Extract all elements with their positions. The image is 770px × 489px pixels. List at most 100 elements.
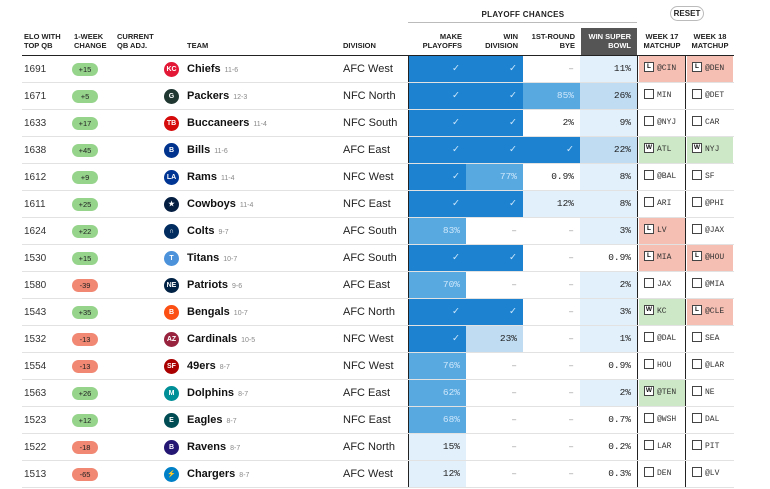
column-divider (685, 56, 686, 83)
matchup-checkbox[interactable] (644, 331, 654, 342)
row-rule (22, 379, 734, 380)
matchup-checkbox[interactable] (644, 115, 654, 126)
matchup-checkbox[interactable] (692, 196, 702, 207)
week17-matchup[interactable]: @WSH (639, 407, 685, 433)
matchup-checkbox[interactable]: L (692, 61, 702, 72)
rams-logo-icon: LA (164, 170, 179, 185)
column-divider (408, 434, 409, 461)
week18-matchup[interactable]: W NYJ (687, 137, 733, 163)
matchup-checkbox[interactable] (692, 331, 702, 342)
col-make-playoffs-header[interactable]: MAKE PLAYOFFS (422, 32, 462, 50)
week18-matchup[interactable]: CAR (687, 110, 733, 136)
matchup-opponent: HOU (657, 361, 672, 370)
col-bye-header[interactable]: 1ST-ROUND BYE (531, 32, 575, 50)
week18-matchup[interactable]: SF (687, 164, 733, 190)
week17-matchup[interactable]: L MIA (639, 245, 685, 271)
team-cell: Cowboys 11-4 (187, 191, 337, 218)
week17-matchup[interactable]: DEN (639, 461, 685, 487)
matchup-checkbox[interactable] (644, 358, 654, 369)
col-team-header[interactable]: TEAM (187, 41, 209, 50)
matchup-checkbox[interactable] (692, 466, 702, 477)
week17-matchup[interactable]: W KC (639, 299, 685, 325)
col-elo-header[interactable]: ELO WITH TOP QB (24, 32, 61, 50)
week17-matchup[interactable]: HOU (639, 353, 685, 379)
matchup-checkbox[interactable]: L (644, 61, 654, 72)
week17-matchup[interactable]: W ATL (639, 137, 685, 163)
week17-matchup[interactable]: LAR (639, 434, 685, 460)
win-division-cell: – (511, 225, 517, 236)
week18-matchup[interactable]: L @HOU (687, 245, 733, 271)
week18-matchup[interactable]: @LAR (687, 353, 733, 379)
matchup-checkbox[interactable] (692, 169, 702, 180)
division-value: AFC East (343, 144, 391, 156)
col-win-division-header[interactable]: WIN DIVISION (485, 32, 518, 50)
make-playoffs-cell: ✓ (409, 299, 466, 325)
matchup-checkbox[interactable] (692, 223, 702, 234)
week18-matchup[interactable]: @PHI (687, 191, 733, 217)
matchup-checkbox[interactable] (644, 196, 654, 207)
matchup-opponent: @PHI (705, 199, 725, 208)
column-divider (685, 461, 686, 488)
matchup-checkbox[interactable]: W (644, 304, 654, 315)
week18-matchup[interactable]: NE (687, 380, 733, 406)
matchup-checkbox[interactable] (692, 115, 702, 126)
change-badge: +26 (72, 387, 98, 400)
matchup-checkbox[interactable] (692, 358, 702, 369)
win-division-cell: ✓ (466, 83, 523, 109)
column-divider (685, 353, 686, 380)
table-row: 1554 -13 SF 49ers 8-7 NFC West 76% – – 0.9% HOU @LA… (0, 353, 770, 380)
matchup-checkbox[interactable] (692, 439, 702, 450)
division-value: NFC East (343, 414, 391, 426)
team-cell: 49ers 8-7 (187, 353, 337, 380)
week18-matchup[interactable]: L @DEN (687, 56, 733, 82)
week17-matchup[interactable]: W @TEN (639, 380, 685, 406)
matchup-checkbox[interactable] (644, 466, 654, 477)
week17-matchup[interactable]: @DAL (639, 326, 685, 352)
week17-matchup[interactable]: @BAL (639, 164, 685, 190)
team-record: 10-7 (223, 256, 238, 263)
matchup-checkbox[interactable] (692, 385, 702, 396)
team-cell: Ravens 8-7 (187, 434, 337, 461)
matchup-checkbox[interactable]: L (692, 304, 702, 315)
week18-matchup[interactable]: @MIA (687, 272, 733, 298)
week18-matchup[interactable]: @DET (687, 83, 733, 109)
column-divider (408, 83, 409, 110)
matchup-checkbox[interactable]: L (644, 223, 654, 234)
matchup-checkbox[interactable]: W (644, 385, 654, 396)
col-change-header[interactable]: 1-WEEK CHANGE (74, 32, 107, 50)
make-playoffs-cell: ✓ (409, 245, 466, 271)
matchup-checkbox[interactable]: L (692, 250, 702, 261)
matchup-checkbox[interactable] (692, 88, 702, 99)
week18-matchup[interactable]: L @CLE (687, 299, 733, 325)
matchup-checkbox[interactable]: W (692, 142, 702, 153)
win-division-cell: ✓ (466, 245, 523, 271)
week18-matchup[interactable]: @JAX (687, 218, 733, 244)
matchup-checkbox[interactable] (644, 439, 654, 450)
matchup-checkbox[interactable] (644, 277, 654, 288)
week18-matchup[interactable]: DAL (687, 407, 733, 433)
week17-matchup[interactable]: MIN (639, 83, 685, 109)
week17-matchup[interactable]: ARI (639, 191, 685, 217)
col-qb-adj-header[interactable]: CURRENT QB ADJ. (117, 32, 154, 50)
reset-button[interactable]: RESET (670, 6, 704, 21)
matchup-checkbox[interactable] (692, 277, 702, 288)
col-division-header[interactable]: DIVISION (343, 41, 376, 50)
matchup-checkbox[interactable] (644, 412, 654, 423)
matchup-opponent: NE (705, 388, 715, 397)
team-record: 8-7 (226, 418, 237, 425)
col-win-super-bowl-header[interactable]: WIN SUPER BOWL (581, 28, 637, 55)
week18-matchup[interactable]: SEA (687, 326, 733, 352)
week18-matchup[interactable]: PIT (687, 434, 733, 460)
week17-matchup[interactable]: @NYJ (639, 110, 685, 136)
week18-matchup[interactable]: @LV (687, 461, 733, 487)
team-name: Bengals (187, 306, 230, 318)
week17-matchup[interactable]: L @CIN (639, 56, 685, 82)
week17-matchup[interactable]: JAX (639, 272, 685, 298)
matchup-checkbox[interactable] (644, 169, 654, 180)
matchup-checkbox[interactable] (692, 412, 702, 423)
matchup-checkbox[interactable]: L (644, 250, 654, 261)
matchup-opponent: DAL (705, 415, 720, 424)
matchup-checkbox[interactable]: W (644, 142, 654, 153)
matchup-checkbox[interactable] (644, 88, 654, 99)
week17-matchup[interactable]: L LV (639, 218, 685, 244)
